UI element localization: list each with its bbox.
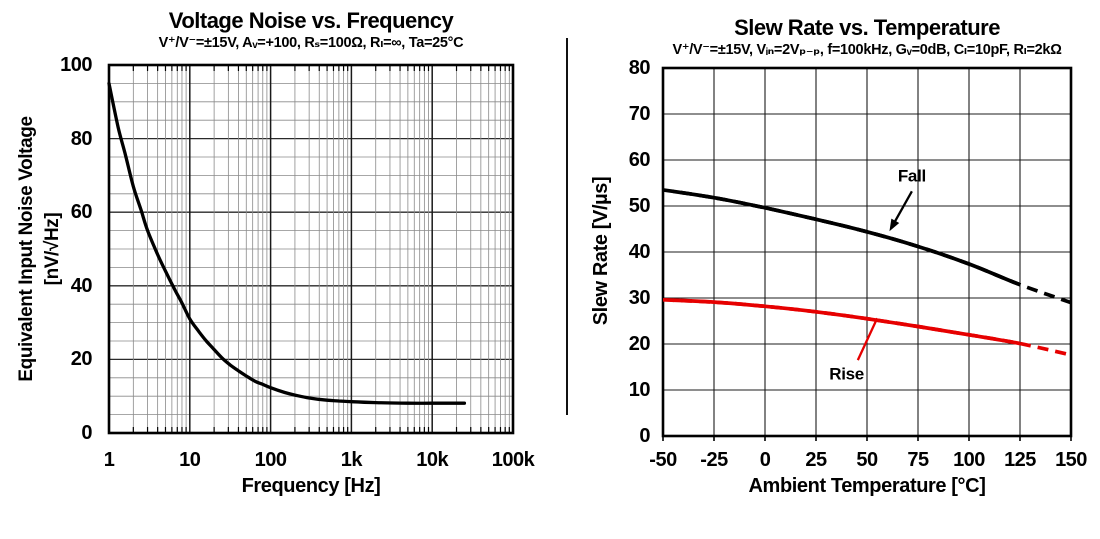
noise-x-tick-label: 1k [340, 449, 363, 471]
noise-x-tick-label: 100k [491, 449, 535, 471]
slew-chart-subtitle: V⁺/V⁻=±15V, Vᵢₙ=2Vₚ₋ₚ, f=100kHz, Gᵥ=0dB,… [672, 42, 1062, 58]
noise-y-tick-label: 0 [81, 422, 92, 444]
noise-y-tick-label: 60 [70, 201, 93, 224]
noise-x-tick-label: 10k [416, 449, 449, 471]
slew-x-tick-label: 100 [953, 449, 985, 471]
rise-annotation-label: Rise [829, 364, 864, 383]
noise-x-axis-label: Frequency [Hz] [241, 475, 381, 497]
fall-arrowhead [889, 218, 900, 232]
slew-x-tick-label: 125 [1004, 449, 1036, 471]
chart-divider [566, 38, 568, 415]
slew-y-tick-label: 60 [628, 149, 651, 171]
slew-x-tick-label: 150 [1055, 449, 1087, 471]
noise-x-tick-label: 1 [103, 449, 115, 471]
rise-pointer-line [856, 317, 879, 361]
slew-y-tick-label: 10 [628, 379, 651, 401]
slew-x-tick-label: 75 [907, 449, 929, 471]
noise-plot-area [107, 63, 515, 435]
fall-curve [673, 189, 1020, 287]
rise-curve [673, 298, 1020, 346]
noise-y-tick-label: 80 [70, 127, 93, 150]
fall-annotation-label: Fall [898, 167, 926, 186]
slew-y-tick-label: 20 [628, 333, 651, 355]
slew-chart-title: Slew Rate vs. Temperature [734, 15, 1000, 40]
slew-y-tick-label: 50 [628, 195, 651, 217]
noise-chart-subtitle: V⁺/V⁻=±15V, Aᵥ=+100, Rₛ=100Ω, Rₗ=∞, Ta=2… [158, 35, 464, 51]
plot-border [107, 63, 515, 435]
slew-plot-area: Fall Rise [661, 66, 1073, 441]
noise-x-tick-label: 10 [179, 449, 201, 471]
slew-y-tick-label: 0 [639, 425, 650, 447]
noise-y-tick-label: 40 [70, 274, 93, 297]
slew-x-tick-label: -25 [700, 449, 728, 471]
fall-pointer-line [892, 190, 913, 225]
slew-x-tick-label: -50 [649, 449, 677, 471]
slew-x-tick-label: 0 [759, 449, 771, 471]
noise-curve [107, 81, 467, 405]
slew-y-tick-label: 40 [628, 241, 651, 263]
noise-chart-title: Voltage Noise vs. Frequency [168, 8, 454, 33]
slew-x-tick-label: 25 [805, 449, 827, 471]
slew-y-tick-label: 70 [628, 103, 651, 125]
slew-y-tick-label: 30 [628, 287, 651, 309]
noise-x-tick-label: 100 [254, 449, 287, 471]
slew-x-axis-label: Ambient Temperature [°C] [748, 475, 986, 497]
noise-y-tick-label: 20 [70, 348, 93, 371]
plot-border [661, 66, 1073, 438]
slew-x-tick-label: 50 [856, 449, 878, 471]
slew-y-tick-label: 80 [628, 57, 651, 79]
noise-y-tick-label: 100 [60, 54, 92, 76]
